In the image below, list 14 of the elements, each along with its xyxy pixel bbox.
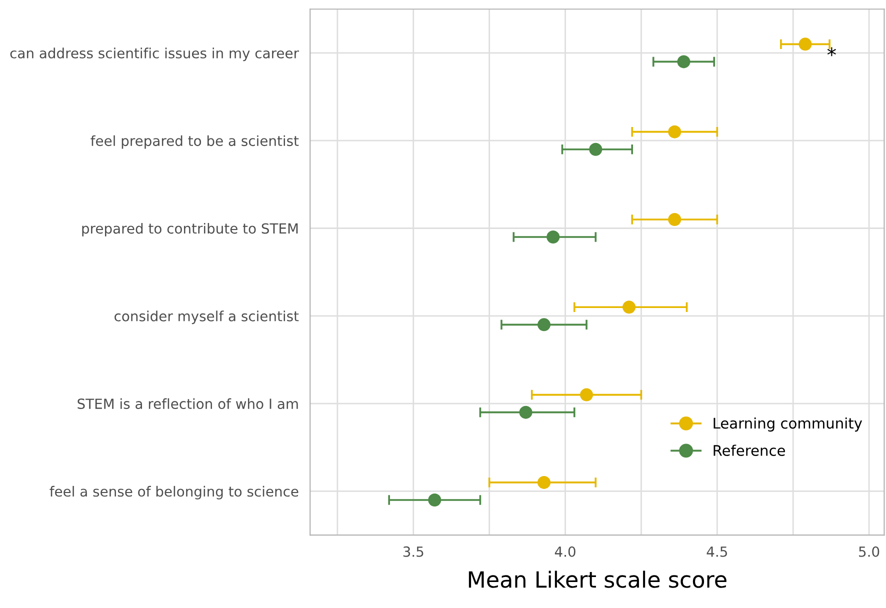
legend-label: Learning community (714, 417, 862, 432)
annotation: * (827, 47, 836, 56)
y-tick-label: can address scientific issues in my career (10, 48, 299, 62)
x-tick-label: 3.5 (403, 546, 424, 557)
y-tick-label: consider myself a scientist (114, 310, 299, 324)
x-tick-label: 4.5 (706, 546, 727, 557)
y-tick-label: prepared to contribute to STEM (82, 222, 298, 236)
y-tick-label: STEM is a reflection of who I am (78, 398, 298, 410)
legend-label: Reference (714, 444, 785, 456)
x-tick-label: 4.0 (554, 546, 576, 557)
y-tick-label: feel prepared to be a scientist (90, 135, 299, 149)
y-tick-label: feel a sense of belonging to science (50, 486, 298, 500)
x-axis-title: Mean Likert scale score (468, 570, 726, 588)
x-tick-label: 5.0 (859, 546, 880, 557)
